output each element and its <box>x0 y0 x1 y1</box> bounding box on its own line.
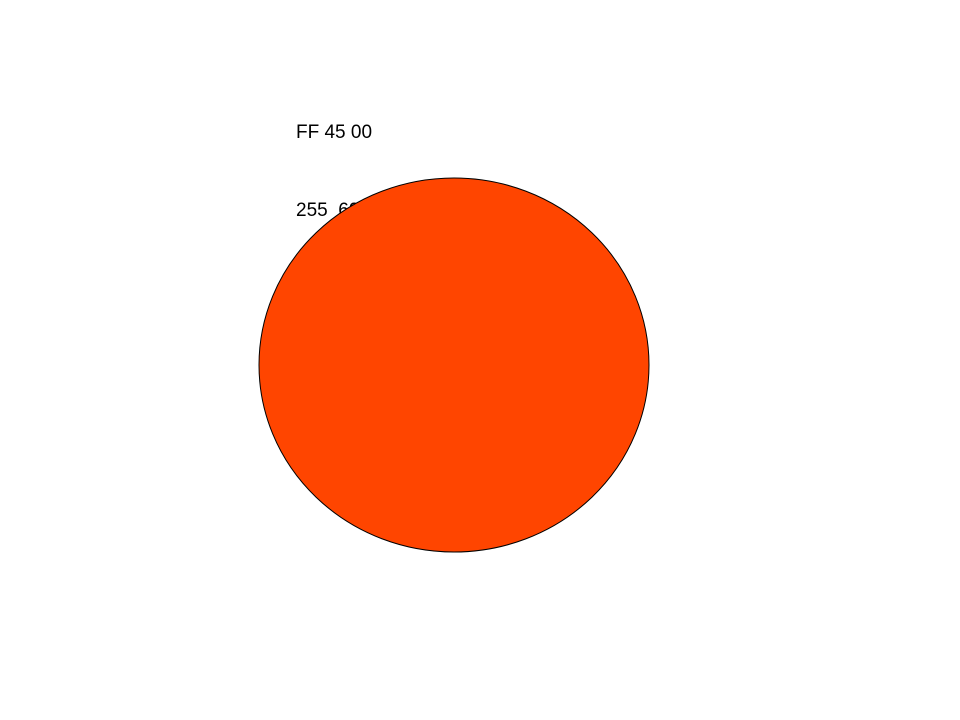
hex-code-label: FF 45 00 <box>296 122 373 143</box>
color-disc <box>258 177 650 553</box>
